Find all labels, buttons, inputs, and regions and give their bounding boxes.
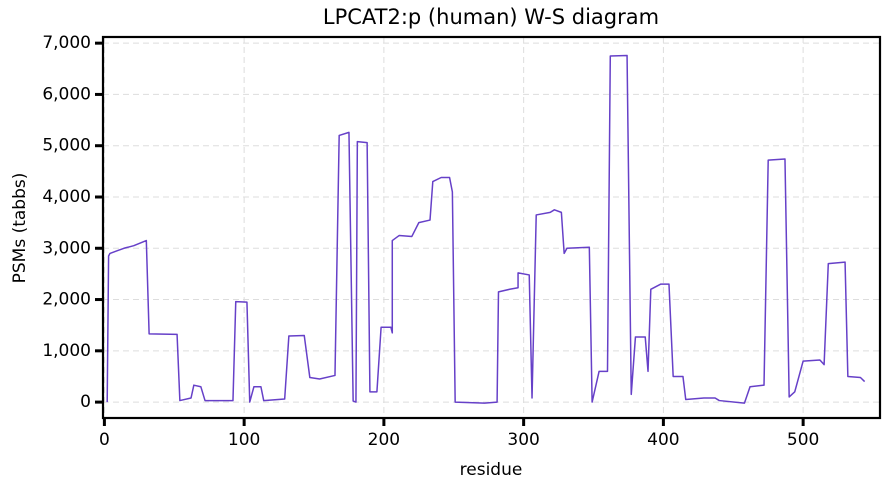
plot-frame (101, 35, 882, 420)
x-axis-label: residue (460, 460, 523, 480)
x-tick-label: 500 (787, 430, 819, 450)
data-line (106, 54, 866, 404)
y-tick-label: 3,000 (42, 238, 91, 258)
y-tick-label: 2,000 (42, 290, 91, 310)
y-tick-label: 6,000 (42, 84, 91, 104)
x-tick-label: 300 (507, 430, 539, 450)
x-tick-label: 0 (99, 430, 110, 450)
y-axis-label: PSMs (tabbs) (10, 173, 30, 284)
x-tick-label: 100 (228, 430, 260, 450)
y-tick-label: 7,000 (42, 33, 91, 53)
y-tick-label: 1,000 (42, 341, 91, 361)
y-tick-label: 5,000 (42, 136, 91, 156)
y-tick-label: 0 (80, 392, 91, 412)
y-tick-label: 4,000 (42, 187, 91, 207)
x-tick-label: 400 (647, 430, 679, 450)
chart-title: LPCAT2:p (human) W-S diagram (323, 5, 659, 29)
x-tick-label: 200 (368, 430, 400, 450)
